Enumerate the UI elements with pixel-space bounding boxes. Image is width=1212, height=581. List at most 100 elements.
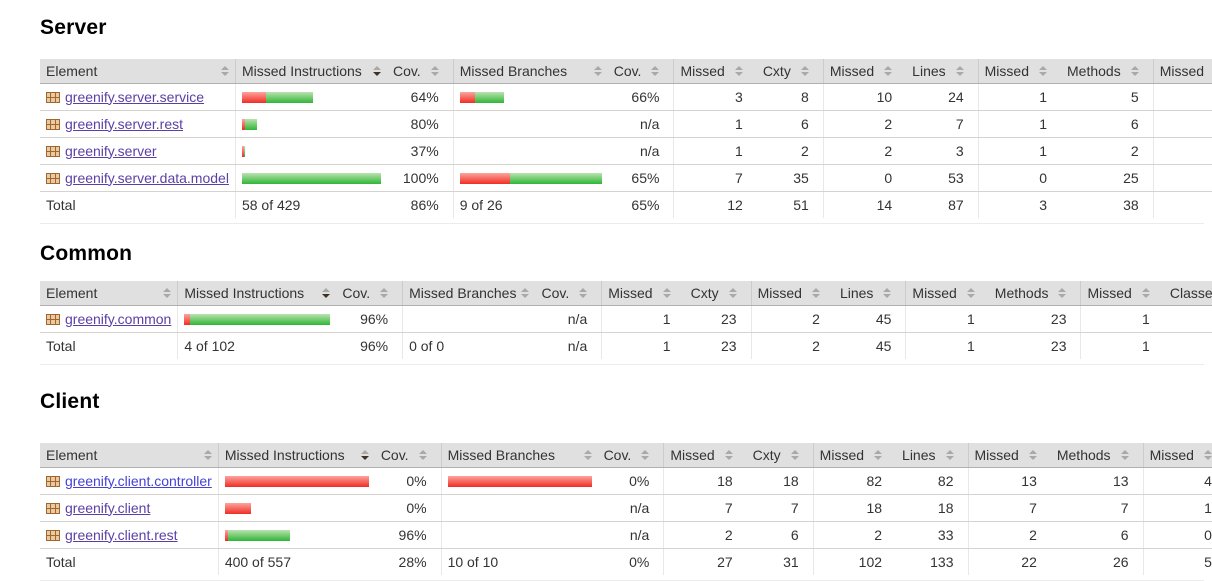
sort-icon[interactable] bbox=[1028, 449, 1037, 460]
column-header-cov-[interactable]: Cov. bbox=[597, 443, 664, 468]
sort-icon[interactable] bbox=[583, 449, 592, 460]
sort-icon[interactable] bbox=[790, 449, 799, 460]
column-header-cxty[interactable]: Cxty bbox=[756, 59, 824, 84]
column-header-methods[interactable]: Methods bbox=[1050, 443, 1144, 468]
element-cell: greenify.client.rest bbox=[40, 521, 219, 549]
missed-counter-cell: 2 bbox=[750, 305, 834, 333]
sort-icon[interactable] bbox=[728, 287, 737, 298]
sort-icon[interactable] bbox=[1058, 287, 1067, 298]
missed-counter-cell: 1 bbox=[601, 305, 685, 333]
column-header-missed[interactable]: Missed bbox=[812, 443, 897, 468]
sort-icon[interactable] bbox=[380, 287, 389, 298]
counter-cell: 24 bbox=[906, 83, 979, 111]
column-header-element[interactable]: Element bbox=[40, 281, 178, 306]
sort-icon[interactable] bbox=[1203, 449, 1212, 460]
sort-icon[interactable] bbox=[955, 65, 964, 76]
sort-icon[interactable] bbox=[579, 287, 588, 298]
column-header-cov-[interactable]: Cov. bbox=[607, 59, 674, 84]
sort-icon[interactable] bbox=[724, 449, 733, 460]
column-header-missed-branches[interactable]: Missed Branches bbox=[440, 443, 598, 468]
column-header-lines[interactable]: Lines bbox=[896, 443, 968, 468]
sort-icon[interactable] bbox=[203, 449, 212, 460]
package-link[interactable]: greenify.server.data.model bbox=[65, 169, 229, 186]
sort-icon[interactable] bbox=[163, 287, 172, 298]
total-label-cell: Total bbox=[46, 337, 76, 354]
package-icon bbox=[46, 145, 60, 157]
sort-icon[interactable] bbox=[800, 65, 809, 76]
column-header-cov-[interactable]: Cov. bbox=[386, 59, 454, 84]
package-link[interactable]: greenify.client bbox=[65, 499, 151, 516]
counter-cell: 18 bbox=[746, 467, 814, 495]
column-header-element[interactable]: Element bbox=[40, 443, 219, 468]
sort-icon[interactable] bbox=[1120, 449, 1129, 460]
column-header-missed-instructions[interactable]: Missed Instructions bbox=[234, 59, 387, 84]
column-header-methods[interactable]: Methods bbox=[988, 281, 1081, 306]
column-header-cov-[interactable]: Cov. bbox=[374, 443, 442, 468]
column-header-cov-[interactable]: Cov. bbox=[535, 281, 602, 306]
column-header-label: Missed Instructions bbox=[184, 284, 305, 301]
missed-counter-cell: 0 bbox=[1152, 164, 1212, 192]
column-header-missed[interactable]: Missed bbox=[967, 443, 1051, 468]
column-header-cxty[interactable]: Cxty bbox=[746, 443, 814, 468]
table-row: greenify.server.data.model 100% 65% 7 35 0 53 0… bbox=[40, 164, 1212, 192]
sort-desc-icon[interactable] bbox=[322, 287, 331, 298]
package-link[interactable]: greenify.server.rest bbox=[65, 115, 184, 132]
sort-icon[interactable] bbox=[945, 449, 954, 460]
column-header-methods[interactable]: Methods bbox=[1061, 59, 1154, 84]
column-header-missed-branches[interactable]: Missed Branches bbox=[452, 59, 608, 84]
column-header-missed[interactable]: Missed bbox=[1152, 59, 1212, 84]
missed-bar-segment bbox=[459, 173, 510, 185]
column-header-lines[interactable]: Lines bbox=[906, 59, 979, 84]
sort-icon[interactable] bbox=[641, 449, 650, 460]
column-header-missed-instructions[interactable]: Missed Instructions bbox=[177, 281, 337, 306]
sort-desc-icon[interactable] bbox=[360, 449, 369, 460]
column-header-lines[interactable]: Lines bbox=[833, 281, 906, 306]
sort-icon[interactable] bbox=[811, 287, 820, 298]
sort-icon[interactable] bbox=[418, 449, 427, 460]
column-header-missed[interactable]: Missed bbox=[663, 443, 747, 468]
sort-desc-icon[interactable] bbox=[372, 65, 381, 76]
column-header-missed[interactable]: Missed bbox=[977, 59, 1061, 84]
column-header-missed[interactable]: Missed bbox=[750, 281, 834, 306]
package-link[interactable]: greenify.server bbox=[65, 142, 157, 159]
sort-icon[interactable] bbox=[1039, 65, 1047, 76]
column-header-missed[interactable]: Missed bbox=[601, 281, 685, 306]
package-link[interactable]: greenify.common bbox=[65, 310, 172, 327]
package-link[interactable]: greenify.client.rest bbox=[65, 526, 178, 543]
package-icon bbox=[46, 502, 60, 514]
sort-icon[interactable] bbox=[220, 65, 229, 76]
column-header-missed[interactable]: Missed bbox=[822, 59, 907, 84]
column-header-missed[interactable]: Missed bbox=[1142, 443, 1212, 468]
column-header-classes[interactable]: Classes bbox=[1163, 281, 1212, 306]
sort-icon[interactable] bbox=[593, 65, 602, 76]
coverage-percent-cell: 0% bbox=[374, 467, 442, 495]
column-header-missed[interactable]: Missed bbox=[905, 281, 989, 306]
sort-icon[interactable] bbox=[966, 287, 975, 298]
column-header-missed-instructions[interactable]: Missed Instructions bbox=[217, 443, 375, 468]
sort-icon[interactable] bbox=[430, 65, 439, 76]
sort-icon[interactable] bbox=[734, 65, 743, 76]
sort-icon[interactable] bbox=[1130, 65, 1139, 76]
missed-bar-segment bbox=[224, 476, 369, 488]
package-link[interactable]: greenify.server.service bbox=[65, 88, 205, 105]
sort-icon[interactable] bbox=[662, 287, 671, 298]
column-header-missed-branches[interactable]: Missed Branches bbox=[402, 281, 536, 306]
missed-counter-cell: 18 bbox=[663, 467, 747, 495]
sort-icon[interactable] bbox=[874, 449, 883, 460]
sort-icon[interactable] bbox=[651, 65, 660, 76]
sort-icon[interactable] bbox=[521, 287, 530, 298]
column-header-missed[interactable]: Missed bbox=[1080, 281, 1164, 306]
column-header-element[interactable]: Element bbox=[40, 59, 236, 84]
sort-icon[interactable] bbox=[1141, 287, 1150, 298]
sort-icon[interactable] bbox=[884, 65, 893, 76]
column-header-missed[interactable]: Missed bbox=[673, 59, 757, 84]
package-link[interactable]: greenify.client.controller bbox=[65, 472, 212, 489]
sort-icon[interactable] bbox=[883, 287, 892, 298]
column-header-cxty[interactable]: Cxty bbox=[684, 281, 752, 306]
column-header-label: Missed bbox=[1159, 62, 1205, 79]
coverage-percent-cell: 28% bbox=[398, 553, 427, 570]
column-header-label: Missed Branches bbox=[409, 284, 517, 301]
missed-counter-cell: 0 bbox=[1152, 110, 1212, 138]
counter-cell: 26 bbox=[1112, 553, 1129, 570]
column-header-cov-[interactable]: Cov. bbox=[336, 281, 403, 306]
